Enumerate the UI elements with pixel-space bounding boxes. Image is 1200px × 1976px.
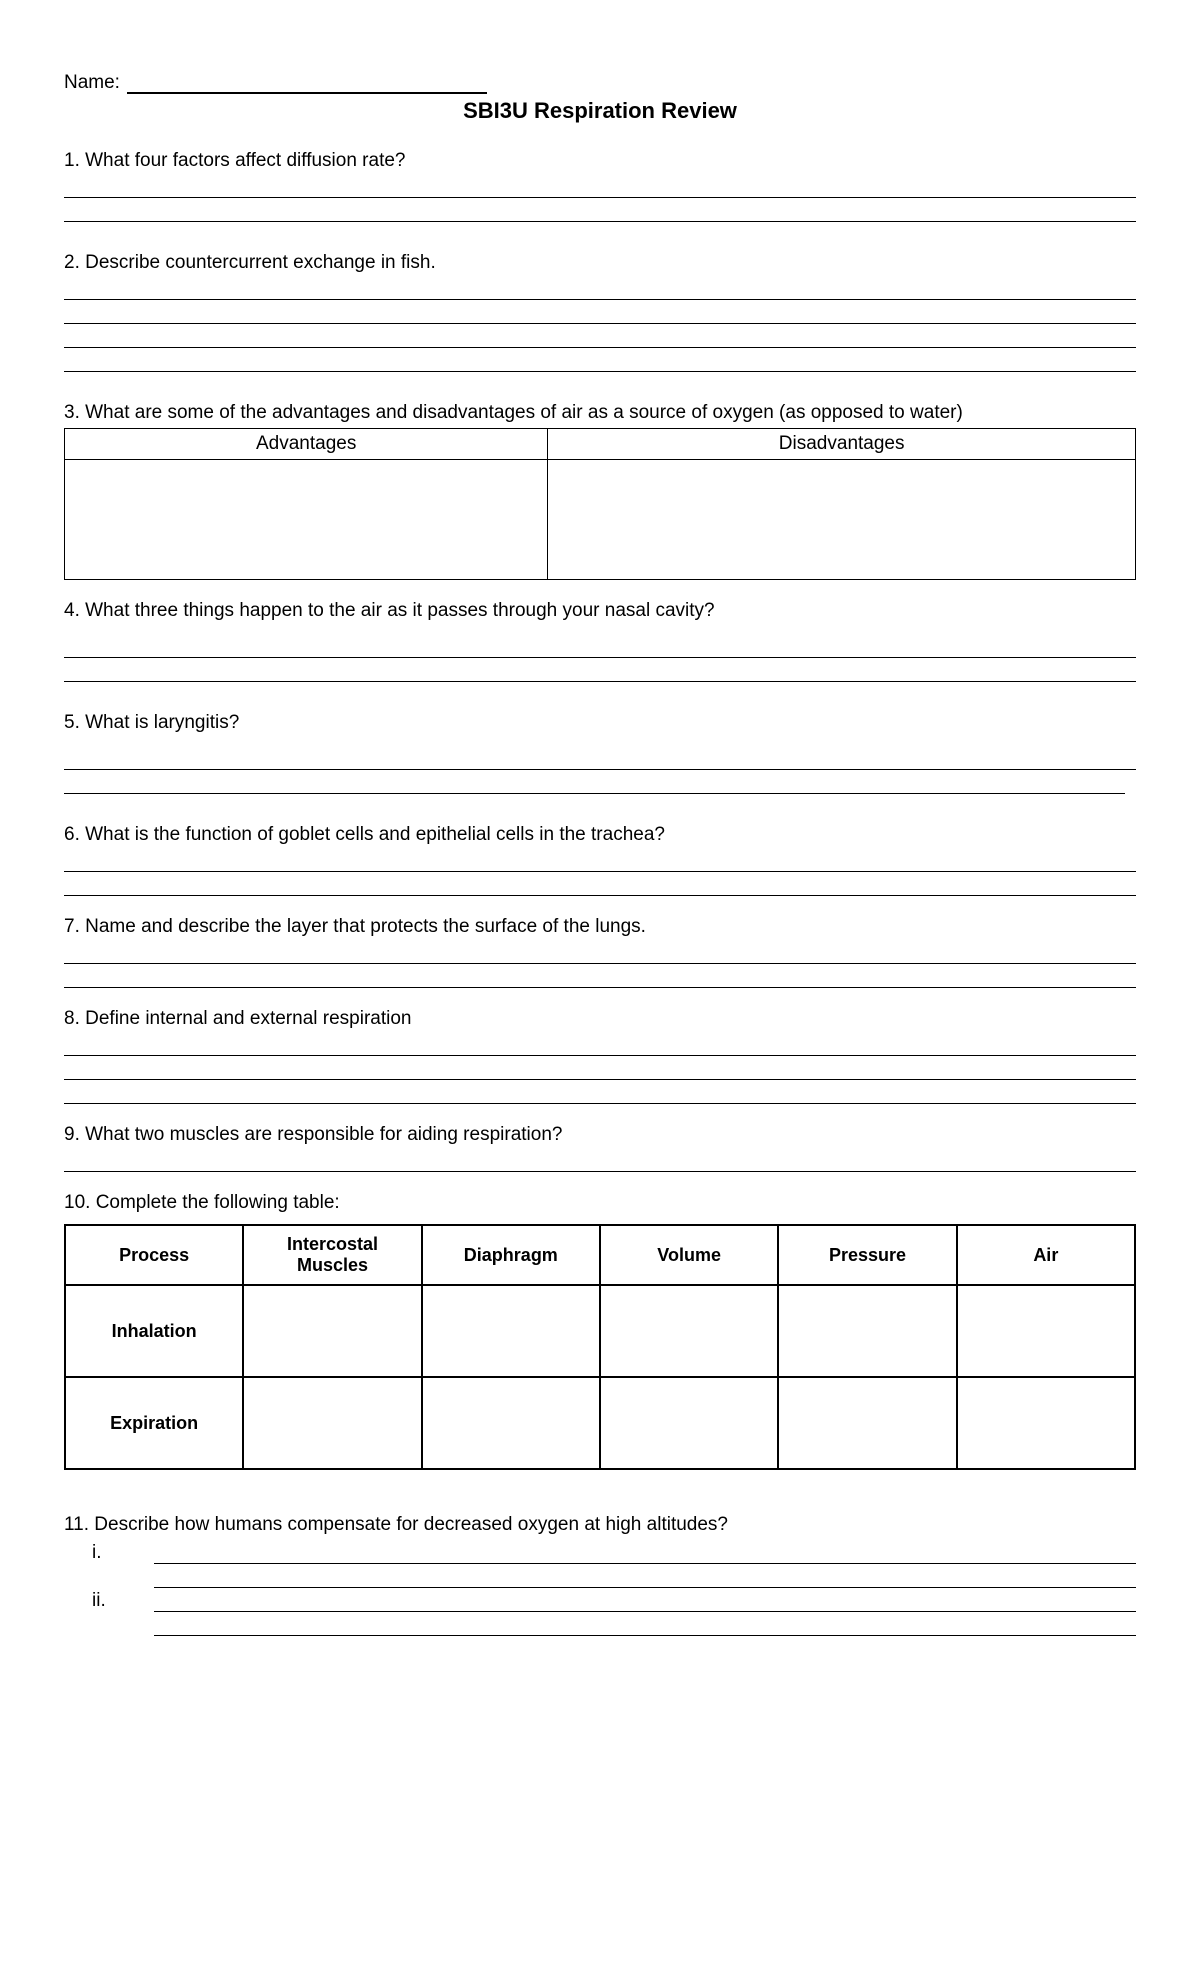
table-row: Expiration xyxy=(65,1377,1135,1469)
subitem-i-marker: i. xyxy=(64,1542,154,1564)
table-cell[interactable] xyxy=(243,1285,421,1377)
subitem-ii-marker: ii. xyxy=(64,1590,154,1612)
question-2: 2. Describe countercurrent exchange in f… xyxy=(64,252,1136,372)
question-7-text: 7. Name and describe the layer that prot… xyxy=(64,916,1136,938)
table-cell[interactable] xyxy=(422,1377,600,1469)
question-3: 3. What are some of the advantages and d… xyxy=(64,402,1136,580)
worksheet-page: Name: SBI3U Respiration Review 1. What f… xyxy=(0,0,1200,1776)
table-cell[interactable] xyxy=(600,1285,778,1377)
table-cell[interactable] xyxy=(778,1285,956,1377)
question-6-text: 6. What is the function of goblet cells … xyxy=(64,824,1136,846)
question-9: 9. What two muscles are responsible for … xyxy=(64,1124,1136,1172)
disadvantages-cell[interactable] xyxy=(548,460,1136,580)
question-11: 11. Describe how humans compensate for d… xyxy=(64,1514,1136,1636)
table-cell[interactable] xyxy=(243,1377,421,1469)
question-9-text: 9. What two muscles are responsible for … xyxy=(64,1124,1136,1146)
table-cell[interactable] xyxy=(957,1377,1135,1469)
question-10-text: 10. Complete the following table: xyxy=(64,1192,1136,1214)
answer-line[interactable] xyxy=(64,302,1136,324)
answer-line[interactable] xyxy=(154,1590,1136,1612)
name-label: Name: xyxy=(64,72,120,94)
answer-line[interactable] xyxy=(64,966,1136,988)
row-inhalation-label: Inhalation xyxy=(65,1285,243,1377)
answer-line[interactable] xyxy=(154,1566,1136,1588)
table-cell[interactable] xyxy=(957,1285,1135,1377)
question-8: 8. Define internal and external respirat… xyxy=(64,1008,1136,1104)
answer-line[interactable] xyxy=(64,850,1136,872)
question-11-text: 11. Describe how humans compensate for d… xyxy=(64,1514,1136,1536)
advantages-table: Advantages Disadvantages xyxy=(64,428,1136,580)
name-row: Name: xyxy=(64,72,1136,94)
answer-line[interactable] xyxy=(64,1058,1136,1080)
answer-line[interactable] xyxy=(64,942,1136,964)
question-4: 4. What three things happen to the air a… xyxy=(64,600,1136,682)
answer-line[interactable] xyxy=(64,772,1125,794)
answer-line[interactable] xyxy=(64,1150,1136,1172)
table-cell[interactable] xyxy=(422,1285,600,1377)
question-5: 5. What is laryngitis? xyxy=(64,712,1136,794)
answer-line[interactable] xyxy=(64,200,1136,222)
question-3-text: 3. What are some of the advantages and d… xyxy=(64,402,1136,424)
table-row: Inhalation xyxy=(65,1285,1135,1377)
answer-line[interactable] xyxy=(154,1542,1136,1564)
table-header-row: Process Intercostal Muscles Diaphragm Vo… xyxy=(65,1225,1135,1285)
col-diaphragm: Diaphragm xyxy=(422,1225,600,1285)
answer-line[interactable] xyxy=(154,1614,1136,1636)
question-4-text: 4. What three things happen to the air a… xyxy=(64,600,1136,622)
answer-line[interactable] xyxy=(64,278,1136,300)
table-cell[interactable] xyxy=(778,1377,956,1469)
answer-line[interactable] xyxy=(64,748,1136,770)
answer-line[interactable] xyxy=(64,874,1136,896)
col-pressure: Pressure xyxy=(778,1225,956,1285)
question-6: 6. What is the function of goblet cells … xyxy=(64,824,1136,896)
question-2-text: 2. Describe countercurrent exchange in f… xyxy=(64,252,1136,274)
answer-line[interactable] xyxy=(64,660,1136,682)
answer-line[interactable] xyxy=(64,636,1136,658)
advantages-cell[interactable] xyxy=(65,460,548,580)
answer-line[interactable] xyxy=(64,1082,1136,1104)
table-cell[interactable] xyxy=(600,1377,778,1469)
answer-line[interactable] xyxy=(64,1034,1136,1056)
question-8-text: 8. Define internal and external respirat… xyxy=(64,1008,1136,1030)
answer-line[interactable] xyxy=(64,350,1136,372)
table-header-disadvantages: Disadvantages xyxy=(548,429,1136,460)
question-1-text: 1. What four factors affect diffusion ra… xyxy=(64,150,1136,172)
question-7: 7. Name and describe the layer that prot… xyxy=(64,916,1136,988)
worksheet-title: SBI3U Respiration Review xyxy=(64,98,1136,124)
question-11-subitems: i. ii. xyxy=(64,1542,1136,1636)
question-10: 10. Complete the following table: Proces… xyxy=(64,1192,1136,1470)
table-header-advantages: Advantages xyxy=(65,429,548,460)
col-intercostal: Intercostal Muscles xyxy=(243,1225,421,1285)
row-expiration-label: Expiration xyxy=(65,1377,243,1469)
col-volume: Volume xyxy=(600,1225,778,1285)
name-input-line[interactable] xyxy=(127,74,487,94)
question-5-text: 5. What is laryngitis? xyxy=(64,712,1136,734)
col-process: Process xyxy=(65,1225,243,1285)
answer-line[interactable] xyxy=(64,176,1136,198)
col-air: Air xyxy=(957,1225,1135,1285)
question-1: 1. What four factors affect diffusion ra… xyxy=(64,150,1136,222)
process-table: Process Intercostal Muscles Diaphragm Vo… xyxy=(64,1224,1136,1470)
answer-line[interactable] xyxy=(64,326,1136,348)
